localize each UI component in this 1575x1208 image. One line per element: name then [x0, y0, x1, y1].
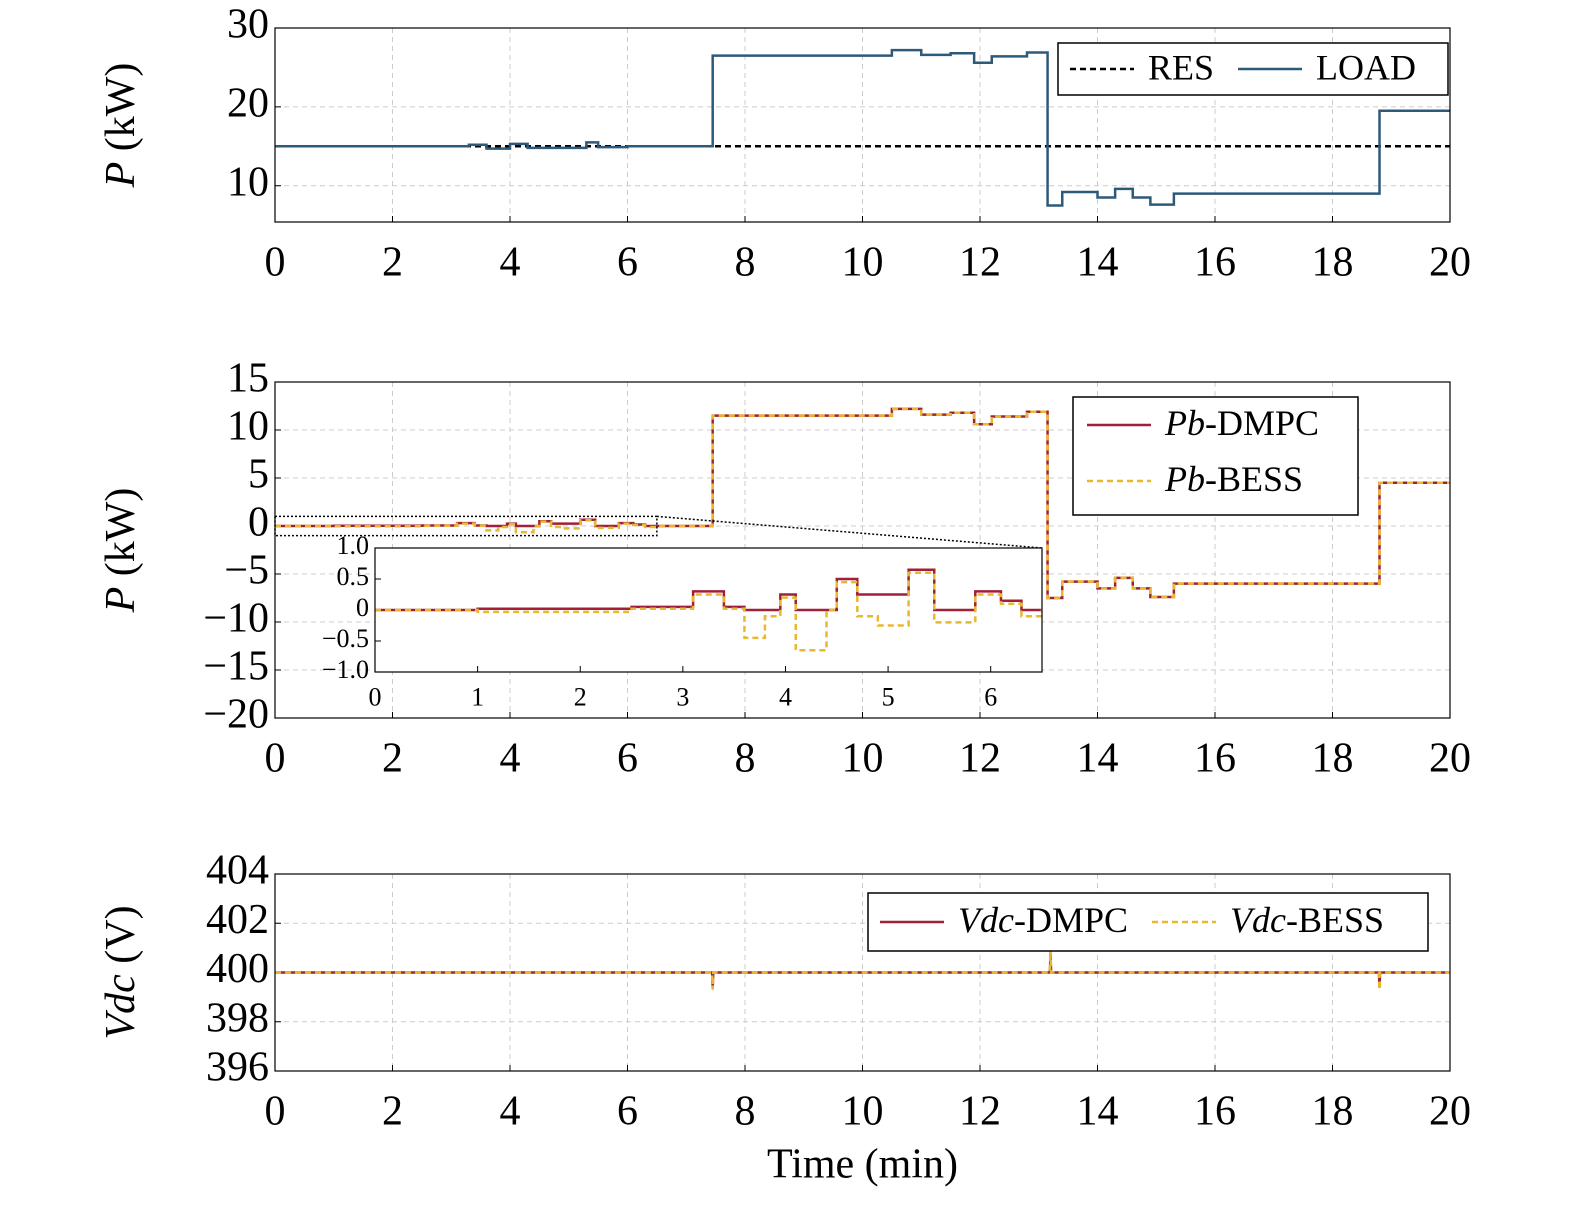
- x-tick-label: 5: [882, 682, 895, 711]
- x-tick-label: 0: [265, 1089, 286, 1135]
- x-tick-label: 0: [369, 682, 382, 711]
- y-tick-label: 5: [248, 452, 269, 498]
- x-tick-label: 1: [471, 682, 484, 711]
- x-tick-label: 12: [959, 736, 1001, 782]
- y-tick-label: 402: [206, 897, 269, 943]
- data-line: [275, 48, 1450, 207]
- x-tick-label: 4: [500, 736, 521, 782]
- zoom-connector: [656, 515, 1043, 549]
- x-tick-label: 6: [617, 1089, 638, 1135]
- y-tick-label: −1.0: [322, 655, 369, 684]
- plot-frame: [274, 27, 1451, 223]
- x-tick-label: 4: [500, 240, 521, 286]
- x-tick-label: 18: [1312, 1089, 1354, 1135]
- y-tick-label: 0: [248, 500, 269, 546]
- y-tick-label: −20: [203, 692, 269, 738]
- data-line: [275, 407, 1450, 600]
- x-tick-label: 4: [500, 1089, 521, 1135]
- y-axis-label: P (kW): [98, 488, 144, 614]
- x-tick-label: 20: [1429, 1089, 1471, 1135]
- legend-label: LOAD: [1316, 47, 1416, 87]
- x-tick-label: 16: [1194, 1089, 1236, 1135]
- x-tick-label: 14: [1077, 1089, 1119, 1135]
- x-tick-label: 2: [382, 1089, 403, 1135]
- y-tick-label: 396: [206, 1045, 269, 1091]
- y-tick-label: 20: [227, 81, 269, 127]
- legend-box: [867, 892, 1429, 952]
- x-tick-label: 8: [735, 736, 756, 782]
- x-tick-label: 10: [842, 240, 884, 286]
- x-tick-label: 12: [959, 1089, 1001, 1135]
- x-tick-label: 0: [265, 240, 286, 286]
- plot-frame: [274, 381, 1451, 719]
- y-axis-label: Vdc (V): [98, 905, 144, 1039]
- y-axis-label: P (kW): [98, 63, 144, 189]
- x-tick-label: 8: [735, 1089, 756, 1135]
- x-tick-label: 0: [265, 736, 286, 782]
- x-tick-label: 8: [735, 240, 756, 286]
- x-tick-label: 20: [1429, 240, 1471, 286]
- x-tick-label: 20: [1429, 736, 1471, 782]
- x-tick-label: 16: [1194, 736, 1236, 782]
- y-tick-label: 0: [356, 593, 369, 622]
- y-tick-label: 400: [206, 946, 269, 992]
- y-tick-label: 30: [227, 2, 269, 48]
- legend-label: Vdc-BESS: [1230, 900, 1384, 940]
- y-tick-label: −5: [224, 548, 269, 594]
- legend-label: Vdc-DMPC: [958, 900, 1128, 940]
- x-tick-label: 14: [1077, 240, 1119, 286]
- inset-frame: [374, 547, 1043, 673]
- x-tick-label: 18: [1312, 240, 1354, 286]
- x-tick-label: 12: [959, 240, 1001, 286]
- zoom-box: [274, 515, 658, 537]
- x-tick-label: 4: [779, 682, 792, 711]
- x-tick-label: 2: [574, 682, 587, 711]
- y-tick-label: 404: [206, 848, 269, 894]
- y-tick-label: 10: [227, 159, 269, 205]
- legend-label: RES: [1148, 47, 1214, 87]
- y-tick-label: 0.5: [337, 562, 370, 591]
- legend-label: Pb-BESS: [1164, 459, 1303, 499]
- x-tick-label: 2: [382, 240, 403, 286]
- x-tick-label: 14: [1077, 736, 1119, 782]
- y-tick-label: 1.0: [337, 531, 370, 560]
- plot-frame: [274, 873, 1451, 1072]
- x-tick-label: 10: [842, 736, 884, 782]
- x-tick-label: 2: [382, 736, 403, 782]
- legend-label: Pb-DMPC: [1164, 403, 1319, 443]
- x-tick-label: 6: [617, 736, 638, 782]
- y-tick-label: 15: [227, 356, 269, 402]
- y-tick-label: 10: [227, 404, 269, 450]
- legend-box: [1072, 396, 1359, 516]
- x-axis-label: Time (min): [767, 1142, 958, 1188]
- x-tick-label: 3: [676, 682, 689, 711]
- x-tick-label: 16: [1194, 240, 1236, 286]
- x-tick-label: 6: [617, 240, 638, 286]
- y-tick-label: −10: [203, 596, 269, 642]
- x-tick-label: 10: [842, 1089, 884, 1135]
- x-tick-label: 18: [1312, 736, 1354, 782]
- y-tick-label: 398: [206, 995, 269, 1041]
- x-tick-label: 6: [984, 682, 997, 711]
- y-tick-label: −15: [203, 644, 269, 690]
- y-tick-label: −0.5: [322, 624, 369, 653]
